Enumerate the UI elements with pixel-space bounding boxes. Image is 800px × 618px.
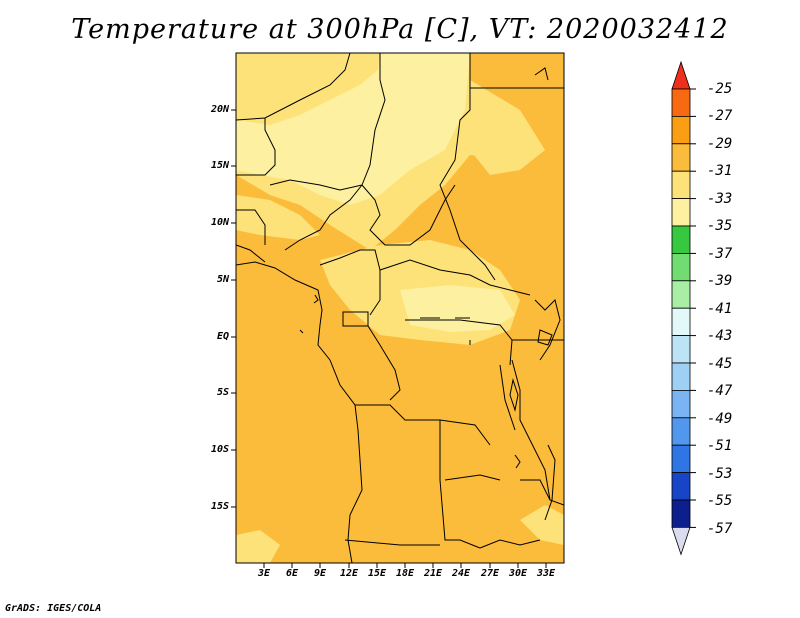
lon-label: 33E bbox=[536, 568, 556, 579]
colorbar-segment bbox=[671, 472, 691, 501]
grads-credit: GrADS: IGES/COLA bbox=[5, 603, 102, 614]
map-frame bbox=[235, 52, 565, 564]
colorbar-label: -53 bbox=[707, 466, 733, 482]
lon-label: 9E bbox=[313, 568, 327, 579]
colorbar-segment bbox=[671, 116, 691, 145]
lon-label: 3E bbox=[257, 568, 271, 579]
colorbar-label: -27 bbox=[707, 108, 733, 124]
colorbar-segment bbox=[671, 225, 691, 254]
lon-label: 21E bbox=[423, 568, 443, 579]
colorbar-cap-bottom bbox=[671, 527, 691, 556]
lat-ticks bbox=[231, 109, 236, 508]
lon-label: 27E bbox=[480, 568, 500, 579]
colorbar-segment bbox=[671, 280, 691, 309]
colorbar-label: -29 bbox=[707, 136, 733, 152]
colorbar-label: -37 bbox=[707, 246, 733, 262]
colorbar-label: -51 bbox=[707, 438, 733, 454]
colorbar-label: -55 bbox=[707, 493, 733, 509]
colorbar-label: -31 bbox=[707, 163, 733, 179]
lat-label: 10N bbox=[210, 217, 229, 228]
colorbar-label: -39 bbox=[707, 273, 733, 289]
colorbar-label: -25 bbox=[707, 81, 733, 97]
colorbar-segment bbox=[671, 170, 691, 199]
colorbar-cap-top bbox=[671, 60, 691, 90]
lon-label: 18E bbox=[395, 568, 415, 579]
colorbar-segment bbox=[671, 417, 691, 446]
country-borders bbox=[236, 53, 564, 563]
lon-label: 24E bbox=[451, 568, 471, 579]
colorbar-segment bbox=[671, 198, 691, 227]
lat-label: 15S bbox=[210, 501, 229, 512]
lon-label: 12E bbox=[339, 568, 359, 579]
colorbar-label: -45 bbox=[707, 356, 733, 372]
lat-label: 5S bbox=[216, 387, 229, 398]
colorbar-segment bbox=[671, 307, 691, 337]
lat-label: 20N bbox=[210, 104, 229, 115]
temperature-field bbox=[236, 53, 564, 563]
colorbar-segment bbox=[671, 335, 691, 364]
lon-label: 15E bbox=[367, 568, 387, 579]
lat-label: 10S bbox=[210, 444, 229, 455]
lon-ticks bbox=[263, 563, 547, 568]
colorbar bbox=[671, 60, 696, 556]
colorbar-segment bbox=[671, 88, 691, 117]
lat-label: EQ bbox=[216, 331, 229, 342]
colorbar-label: -43 bbox=[707, 328, 733, 344]
colorbar-segment bbox=[671, 362, 691, 391]
lat-label: 15N bbox=[210, 160, 229, 171]
colorbar-label: -33 bbox=[707, 191, 733, 207]
colorbar-segment bbox=[671, 389, 691, 419]
colorbar-label: -49 bbox=[707, 411, 733, 427]
colorbar-label: -35 bbox=[707, 218, 733, 234]
colorbar-segment bbox=[671, 444, 691, 474]
colorbar-label: -47 bbox=[707, 383, 733, 399]
colorbar-label: -41 bbox=[707, 301, 733, 317]
map-title: Temperature at 300hPa [C], VT: 202003241… bbox=[71, 14, 729, 45]
colorbar-label: -57 bbox=[707, 521, 733, 537]
lon-label: 30E bbox=[508, 568, 528, 579]
colorbar-segment bbox=[671, 252, 691, 282]
colorbar-segment bbox=[671, 143, 691, 172]
lon-label: 6E bbox=[285, 568, 299, 579]
lat-label: 5N bbox=[216, 274, 229, 285]
colorbar-segment bbox=[671, 499, 691, 528]
